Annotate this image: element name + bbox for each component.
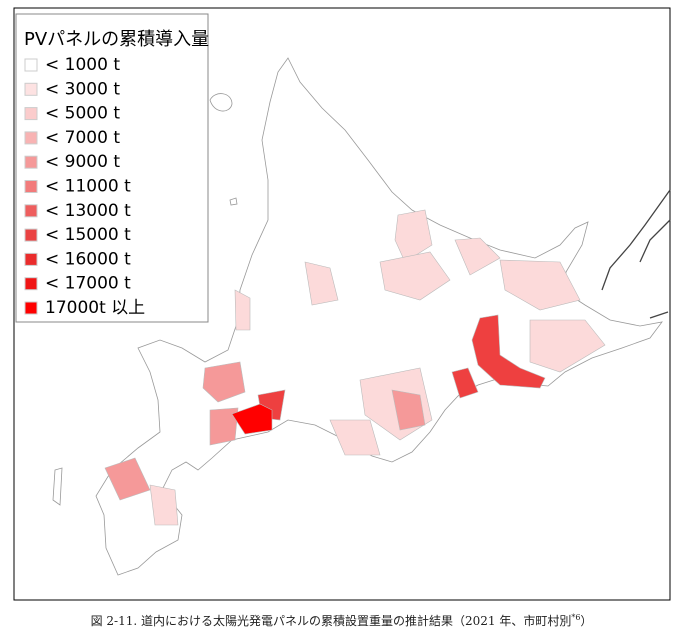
legend-swatch [24,228,38,242]
caption-close: ） [580,614,593,628]
legend-box [15,13,209,323]
legend-label: < 15000 t [45,225,131,245]
legend-title: PVパネルの累積導入量 [24,29,209,50]
top-area [231,403,273,435]
legend-label: < 17000 t [45,274,131,294]
kuril-coast [601,189,671,319]
legend-label: < 1000 t [45,55,120,75]
legend-swatch [24,58,38,72]
legend-swatch [24,155,38,169]
legend-swatch [24,204,38,218]
legend-swatch [24,107,38,121]
map: PVパネルの累積導入量 < 1000 t < 3000 t < 5000 t < 70… [13,7,671,601]
legend-label: < 3000 t [45,79,120,99]
legend-label: < 9000 t [45,152,120,172]
mid-areas [104,361,426,501]
legend-swatch [24,131,38,145]
legend-swatch [24,180,38,193]
teuri-island [229,197,238,206]
okushiri-island [52,467,63,506]
caption-text: 図 2-11. 道内における太陽光発電パネルの累積設置重量の推計結果（2021 … [90,614,572,628]
legend-label: < 7000 t [45,128,120,148]
hokkaido [52,57,663,576]
main-island [95,57,663,576]
legend-swatch [24,277,38,291]
legend-swatch [24,252,38,266]
legend-label: < 13000 t [45,201,131,221]
legend-label: < 5000 t [45,104,120,124]
legend-label: 17000t 以上 [45,298,145,318]
legend-label: < 11000 t [45,177,131,197]
legend-items: < 1000 t < 3000 t < 5000 t < 7000 t < 9000 t… [24,55,145,318]
legend-swatch [24,301,38,315]
legend-label: < 16000 t [45,249,131,269]
caption-note: *6 [571,613,581,622]
legend-swatch [24,82,38,96]
rishiri-island [209,93,233,112]
caption: 図 2-11. 道内における太陽光発電パネルの累積設置重量の推計結果（2021 … [0,612,683,629]
